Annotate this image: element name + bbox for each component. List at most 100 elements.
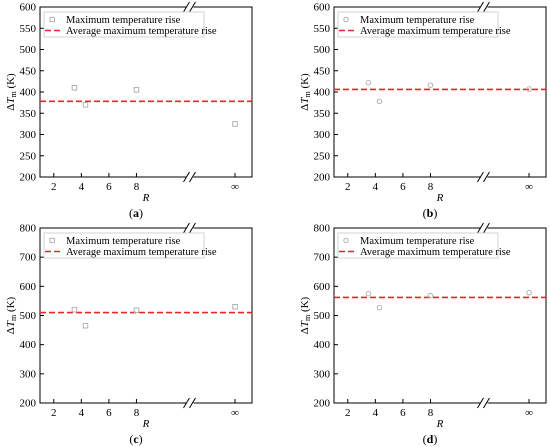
- x-tick-label: 8: [134, 407, 140, 419]
- panel-label: (a): [129, 206, 143, 220]
- y-tick-label: 500: [20, 44, 37, 56]
- y-tick-label: 200: [20, 398, 37, 410]
- y-tick-label: 700: [20, 252, 37, 264]
- legend-label-marker: Maximum temperature rise: [360, 15, 475, 26]
- data-point: [82, 322, 89, 329]
- panel-label: (d): [423, 432, 438, 446]
- axis-break-mark-top: [477, 1, 484, 13]
- y-tick-label: 400: [20, 339, 37, 351]
- y-tick-label: 500: [314, 310, 331, 322]
- y-axis-label: ΔTm (K): [299, 73, 312, 111]
- axis-break-gap: [186, 400, 194, 406]
- x-tick-label: 6: [106, 181, 112, 193]
- y-tick-label: 800: [314, 223, 331, 235]
- x-tick-label: 8: [428, 407, 434, 419]
- y-tick-label: 250: [20, 150, 37, 162]
- chart-panel-3: 200 300 400 500 600 700 800 2 4 6 8 ∞ R ΔTm (K) Maximu…: [5, 222, 253, 446]
- x-tick-label: ∞: [231, 407, 239, 419]
- legend-marker: [343, 237, 349, 244]
- x-axis-label: R: [436, 192, 444, 204]
- x-tick-label: ∞: [525, 181, 533, 193]
- x-tick-label: ∞: [231, 181, 239, 193]
- y-tick-label: 350: [20, 108, 37, 120]
- axis-break-mark-top: [189, 1, 196, 13]
- y-tick-label: 600: [314, 281, 331, 293]
- y-tick-label: 300: [20, 368, 37, 380]
- y-tick-label: 600: [20, 2, 37, 14]
- legend-label-marker: Maximum temperature rise: [360, 236, 475, 247]
- x-axis-label: R: [142, 418, 150, 430]
- y-tick-label: 300: [314, 368, 331, 380]
- legend-label-line: Average maximum temperature rise: [360, 26, 511, 37]
- legend-marker: [49, 237, 55, 244]
- chart-panel-1: 200 250 300 350 400 450 500 550 600 2 4 6 8 ∞ R ΔTm (K)…: [5, 1, 253, 220]
- x-tick-label: 4: [79, 181, 85, 193]
- panel-label: (c): [129, 432, 142, 446]
- data-point: [232, 304, 238, 310]
- data-point: [232, 121, 238, 127]
- y-tick-label: 450: [314, 65, 331, 77]
- y-axis-label: ΔTm (K): [5, 73, 18, 111]
- axis-break-mark-top: [189, 222, 196, 234]
- data-point: [82, 101, 89, 108]
- y-tick-label: 550: [20, 23, 37, 35]
- chart-panel-2: 200 250 300 350 400 450 500 550 600 2 4 6 8 ∞ R ΔTm (K)…: [299, 1, 547, 220]
- y-tick-label: 400: [314, 339, 331, 351]
- x-axis-label: R: [142, 192, 150, 204]
- axis-break-mark-top: [483, 1, 490, 13]
- data-point: [526, 290, 532, 296]
- panel-label: (b): [423, 206, 438, 220]
- x-tick-label: 2: [345, 407, 351, 419]
- data-point: [526, 86, 532, 92]
- legend-box: [337, 232, 499, 259]
- y-tick-label: 250: [314, 150, 331, 162]
- data-point: [365, 290, 372, 297]
- x-axis-label: R: [436, 418, 444, 430]
- y-axis-label: ΔTm (K): [299, 296, 312, 334]
- legend-label-marker: Maximum temperature rise: [66, 15, 181, 26]
- data-point: [365, 79, 372, 86]
- x-tick-label: ∞: [525, 407, 533, 419]
- x-tick-label: 4: [373, 407, 379, 419]
- axis-break-gap-top: [186, 225, 194, 231]
- y-tick-label: 500: [314, 44, 331, 56]
- y-tick-label: 400: [314, 87, 331, 99]
- legend-label-line: Average maximum temperature rise: [66, 26, 217, 37]
- axis-break-mark: [189, 397, 196, 409]
- legend-box: [337, 11, 499, 38]
- legend-box: [43, 232, 205, 259]
- x-tick-label: 2: [51, 407, 57, 419]
- y-tick-label: 800: [20, 223, 37, 235]
- y-tick-label: 300: [20, 129, 37, 141]
- x-tick-label: 2: [345, 181, 351, 193]
- legend-marker: [49, 16, 55, 23]
- y-tick-label: 500: [20, 310, 37, 322]
- data-point: [71, 306, 78, 313]
- x-tick-label: 2: [51, 181, 57, 193]
- x-tick-label: 6: [400, 407, 406, 419]
- y-tick-label: 550: [314, 23, 331, 35]
- legend-marker: [343, 16, 349, 23]
- y-tick-label: 200: [314, 398, 331, 410]
- axis-break-mark: [183, 171, 190, 183]
- axis-break-mark: [477, 171, 484, 183]
- axis-break-mark-top: [183, 1, 190, 13]
- axis-break-mark: [189, 171, 196, 183]
- axis-break-gap: [480, 400, 488, 406]
- x-tick-label: 6: [106, 407, 112, 419]
- legend-box: [43, 11, 205, 38]
- y-tick-label: 600: [314, 2, 331, 14]
- x-tick-label: 8: [134, 181, 140, 193]
- axis-break-gap-top: [480, 225, 488, 231]
- legend-label-line: Average maximum temperature rise: [360, 247, 511, 258]
- axis-break-mark-top: [477, 222, 484, 234]
- axis-break-mark-top: [483, 222, 490, 234]
- axis-break-gap: [480, 174, 488, 180]
- axis-break-gap-top: [480, 4, 488, 10]
- data-point: [376, 304, 383, 311]
- x-tick-label: 4: [79, 407, 85, 419]
- axis-break-gap: [186, 174, 194, 180]
- y-tick-label: 300: [314, 129, 331, 141]
- data-point: [427, 82, 434, 88]
